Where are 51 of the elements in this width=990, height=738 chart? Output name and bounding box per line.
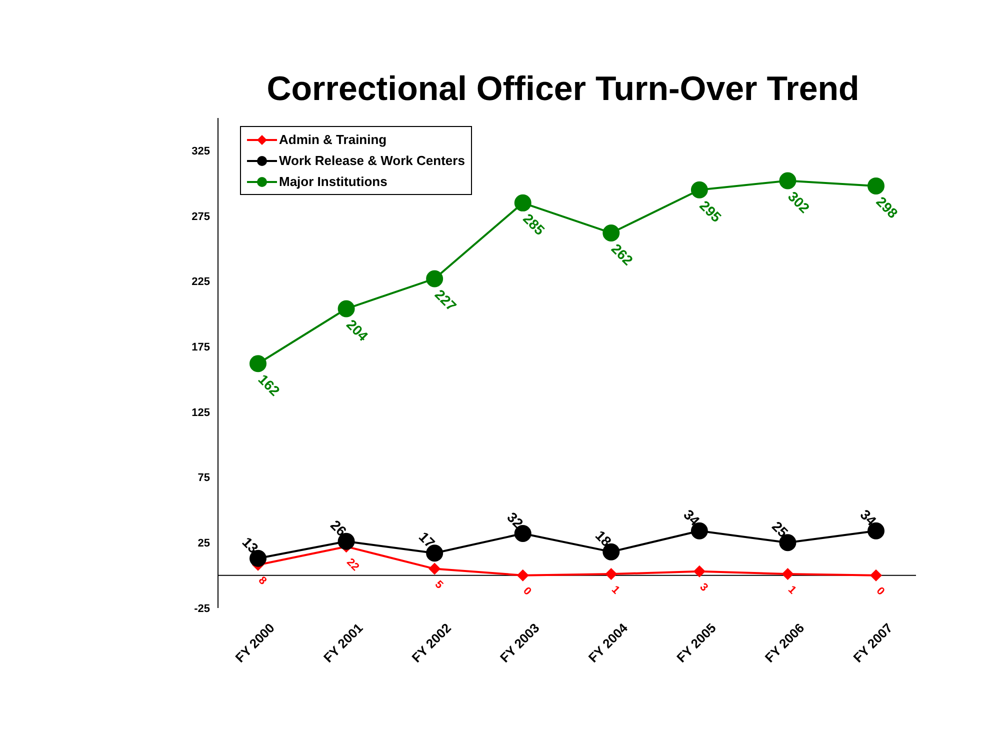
data-label: 34: [857, 506, 880, 529]
legend-label: Major Institutions: [279, 174, 388, 189]
legend-label: Work Release & Work Centers: [279, 153, 465, 168]
y-tick-label: 125: [192, 406, 210, 419]
y-tick-label: 25: [198, 538, 210, 550]
y-tick-label: 75: [198, 472, 210, 484]
y-tick-label: 325: [192, 146, 210, 158]
data-label: 8: [256, 574, 269, 588]
point: [338, 300, 355, 318]
data-label: 302: [784, 188, 813, 216]
data-label: 227: [432, 286, 460, 314]
data-label: 0: [874, 585, 887, 598]
data-label: 295: [696, 197, 725, 226]
data-label: 18: [592, 527, 615, 550]
legend-label: Admin & Training: [279, 132, 387, 147]
point: [426, 544, 444, 562]
data-label: 204: [344, 316, 372, 344]
point: [779, 172, 796, 190]
data-label: 26: [328, 516, 350, 540]
point: [602, 224, 620, 242]
point: [426, 270, 444, 288]
point: [428, 562, 441, 575]
data-label: 17: [416, 528, 438, 552]
point: [870, 569, 882, 582]
point: [868, 177, 884, 194]
data-label: 32: [504, 508, 527, 532]
point: [516, 569, 529, 582]
data-label: 1: [786, 584, 798, 597]
point: [605, 568, 618, 580]
y-tick-label: 275: [192, 210, 210, 223]
point: [782, 568, 794, 580]
data-label: 22: [344, 556, 362, 574]
data-label: 13: [239, 534, 262, 556]
point: [250, 355, 266, 372]
data-label: 162: [255, 371, 284, 400]
data-label: 1: [608, 584, 622, 597]
y-tick-label: -25: [194, 602, 210, 615]
data-label: 25: [768, 518, 792, 541]
data-label: 5: [432, 578, 446, 592]
data-label: 285: [520, 210, 548, 238]
data-label: 34: [680, 506, 704, 529]
data-label: 0: [520, 585, 534, 598]
y-tick-label: 175: [192, 342, 210, 354]
point: [514, 194, 532, 212]
data-label: 298: [873, 193, 902, 222]
data-label: 262: [608, 240, 636, 268]
y-tick-label: 225: [192, 276, 210, 288]
point: [693, 565, 706, 578]
chart-title: Correctional Officer Turn-Over Trend: [266, 70, 860, 109]
data-label: 3: [697, 581, 710, 594]
point: [690, 181, 708, 198]
